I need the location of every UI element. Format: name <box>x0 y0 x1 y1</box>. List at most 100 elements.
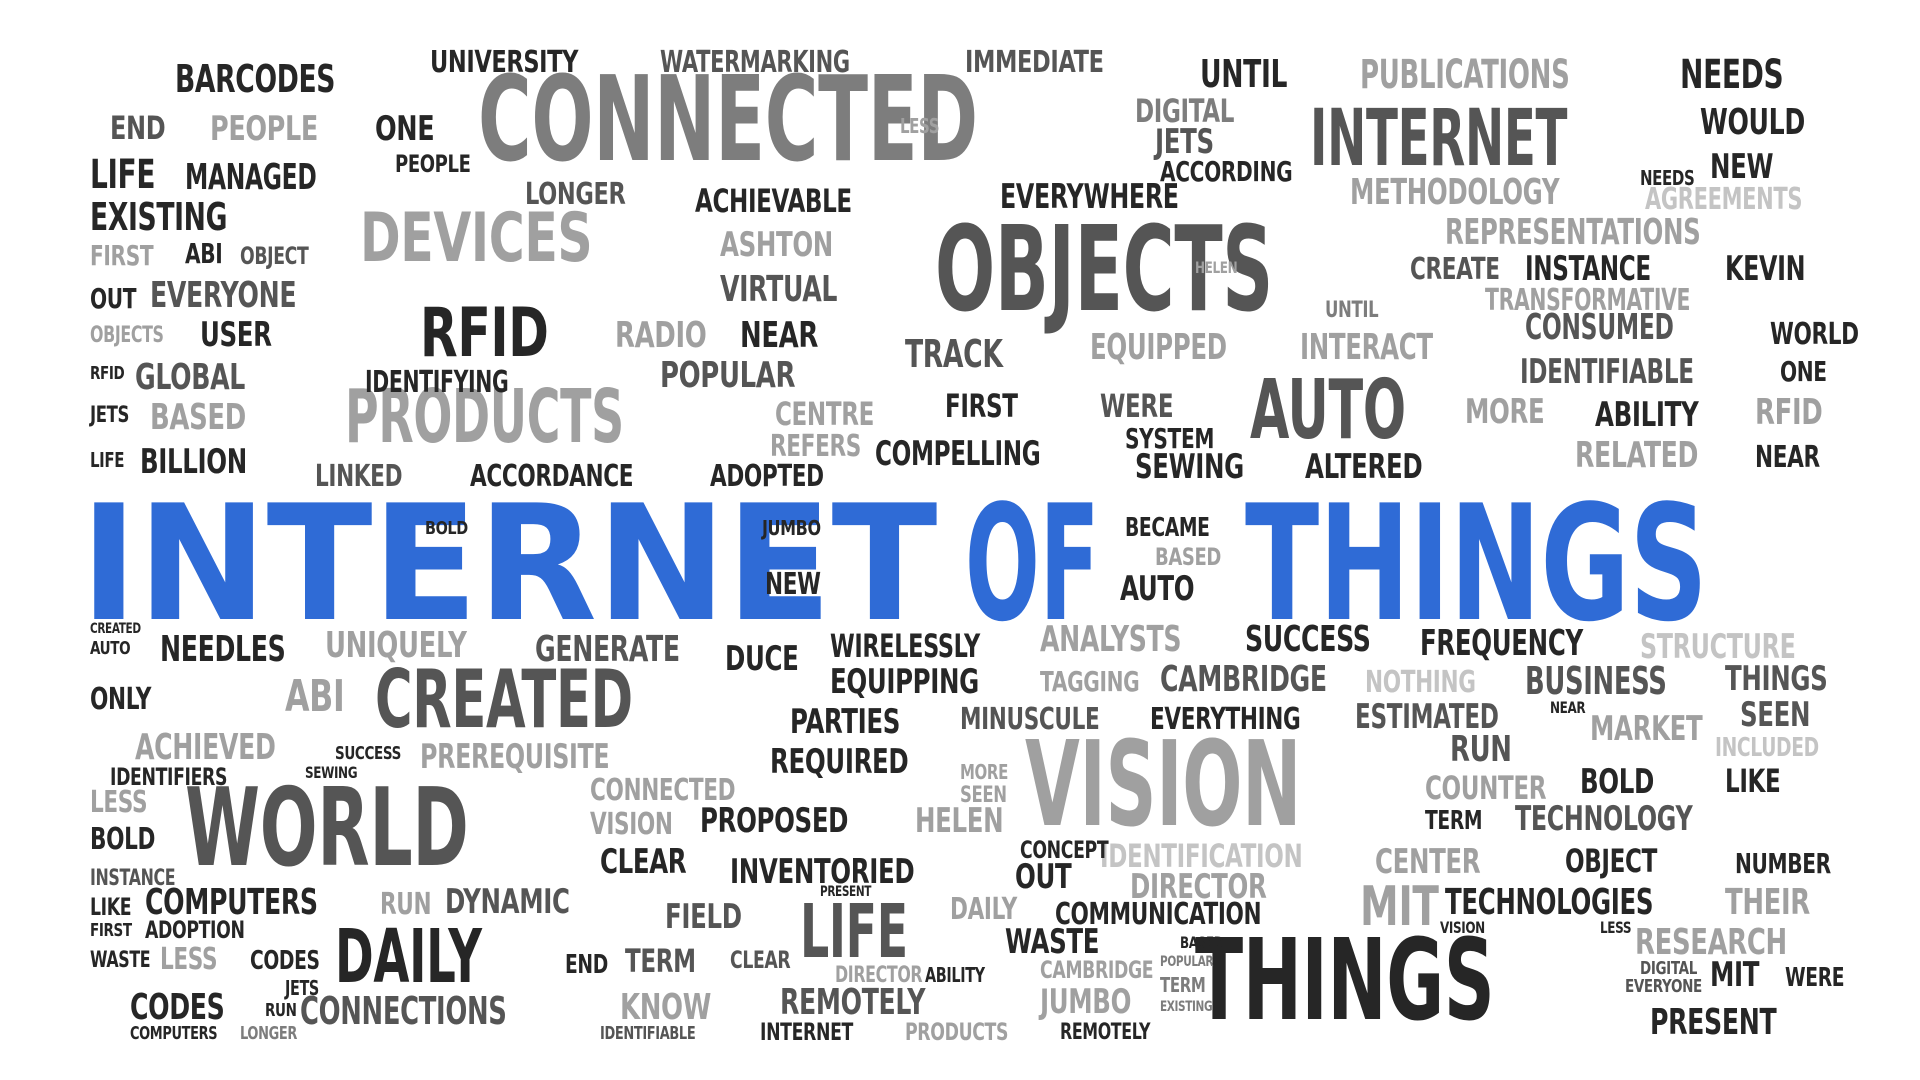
word-based: BASED <box>150 397 246 438</box>
word-term: TERM <box>1425 806 1483 836</box>
word-bold-left: BOLD <box>90 822 156 857</box>
word-managed: MANAGED <box>185 157 317 198</box>
word-seen: SEEN <box>1740 695 1811 735</box>
word-know: KNOW <box>620 987 711 1028</box>
word-internet: INTERNET <box>80 470 937 657</box>
word-mit: MIT <box>1360 875 1439 938</box>
word-like: LIKE <box>1725 762 1781 800</box>
word-were: WERE <box>1100 387 1174 425</box>
word-daily-small: DAILY <box>950 892 1017 927</box>
word-minuscule: MINUSCULE <box>960 702 1100 737</box>
word-helen-top: HELEN <box>1195 258 1238 277</box>
word-until: UNTIL <box>1200 52 1288 96</box>
word-refers: REFERS <box>770 429 861 464</box>
word-concept: CONCEPT <box>1020 836 1109 864</box>
word-auto-mid: AUTO <box>1120 569 1195 609</box>
word-ability: ABILITY <box>1595 395 1699 435</box>
word-proposed: PROPOSED <box>700 801 849 841</box>
word-new: NEW <box>765 567 821 602</box>
word-interact: INTERACT <box>1300 327 1433 368</box>
word-were-right: WERE <box>1785 963 1845 993</box>
word-connected: CONNECTED <box>478 50 978 188</box>
word-daily: DAILY <box>335 914 482 1000</box>
word-out: OUT <box>1015 857 1072 897</box>
word-only: ONLY <box>90 682 152 717</box>
word-life-small: LIFE <box>90 152 156 198</box>
word-everything: EVERYTHING <box>1150 702 1301 737</box>
word-things-headline: THINGS <box>1245 470 1708 657</box>
word-products-bottom: PRODUCTS <box>905 1018 1009 1046</box>
word-of: OF <box>965 470 1100 657</box>
word-connected-small: CONNECTED <box>590 773 736 808</box>
word-objects: OBJECTS <box>935 200 1274 338</box>
word-agreements: AGREEMENTS <box>1645 182 1803 217</box>
word-life-left: LIFE <box>90 448 125 472</box>
word-included: INCLUDED <box>1715 733 1819 763</box>
word-cambridge-small: CAMBRIDGE <box>1040 956 1154 984</box>
word-life: LIFE <box>800 889 908 975</box>
word-one: ONE <box>375 109 435 149</box>
word-equipping: EQUIPPING <box>830 662 979 702</box>
word-helen: HELEN <box>915 801 1004 841</box>
word-vision: VISION <box>1025 715 1302 853</box>
word-needles: NEEDLES <box>160 629 286 670</box>
word-computers: COMPUTERS <box>145 882 318 923</box>
word-generate: GENERATE <box>535 629 680 670</box>
word-required: REQUIRED <box>770 742 909 782</box>
word-university: UNIVERSITY <box>430 45 579 80</box>
word-present: PRESENT <box>1650 1002 1777 1043</box>
word-rfid: RFID <box>420 294 549 373</box>
word-object-right: OBJECT <box>1565 842 1657 880</box>
word-existing-right: EXISTING <box>1160 999 1213 1015</box>
word-things-large: THINGS <box>1195 916 1495 1046</box>
word-jets: JETS <box>285 976 319 1000</box>
word-estimated: ESTIMATED <box>1355 697 1499 737</box>
word-created: CREATED <box>375 653 633 746</box>
word-research: RESEARCH <box>1635 922 1787 963</box>
word-like-left: LIKE <box>90 893 132 921</box>
word-codes-large: CODES <box>130 987 225 1028</box>
word-abi-large: ABI <box>285 671 345 722</box>
word-jets-top: JETS <box>1155 122 1214 162</box>
word-run-left: RUN <box>265 1000 297 1021</box>
word-parties: PARTIES <box>790 702 901 742</box>
word-things-right: THINGS <box>1725 659 1828 699</box>
word-success-left: SUCCESS <box>335 743 401 764</box>
word-accordance: ACCORDANCE <box>470 459 634 494</box>
word-jets-left: JETS <box>90 403 130 428</box>
word-devices: DEVICES <box>360 199 593 278</box>
word-more: MORE <box>1465 392 1545 432</box>
word-tagging: TAGGING <box>1040 665 1140 698</box>
word-term-small: TERM <box>625 942 696 980</box>
word-based-right: BASED <box>1180 933 1224 952</box>
word-identifying: IDENTIFYING <box>365 365 509 400</box>
word-objects-small: OBJECTS <box>90 323 164 348</box>
word-abi: ABI <box>185 237 223 270</box>
word-virtual: VIRTUAL <box>720 269 838 310</box>
word-dynamic: DYNAMIC <box>445 882 570 922</box>
word-identification: IDENTIFICATION <box>1100 837 1303 875</box>
word-run-small: RUN <box>380 887 432 922</box>
word-adopted: ADOPTED <box>710 459 824 494</box>
word-cambridge: CAMBRIDGE <box>1160 659 1327 700</box>
word-present-small: PRESENT <box>820 884 872 900</box>
word-achievable: ACHIEVABLE <box>695 182 852 220</box>
word-technology: TECHNOLOGY <box>1515 799 1693 839</box>
word-frequency: FREQUENCY <box>1420 623 1583 664</box>
word-people-small: PEOPLE <box>395 150 471 178</box>
word-near-mid: NEAR <box>1550 698 1586 717</box>
word-prerequisite: PREREQUISITE <box>420 737 610 777</box>
word-identifiers: IDENTIFIERS <box>110 763 228 791</box>
word-adoption: ADOPTION <box>145 916 245 944</box>
word-ability-small: ABILITY <box>925 963 985 987</box>
word-less-top: LESS <box>900 114 940 138</box>
word-their: THEIR <box>1725 882 1810 923</box>
word-consumed: CONSUMED <box>1525 307 1674 348</box>
word-center: CENTER <box>1375 842 1481 882</box>
word-people: PEOPLE <box>210 109 318 149</box>
word-publications: PUBLICATIONS <box>1360 52 1570 98</box>
word-communication: COMMUNICATION <box>1055 897 1262 932</box>
word-products: PRODUCTS <box>345 374 624 460</box>
word-system: SYSTEM <box>1125 422 1215 455</box>
